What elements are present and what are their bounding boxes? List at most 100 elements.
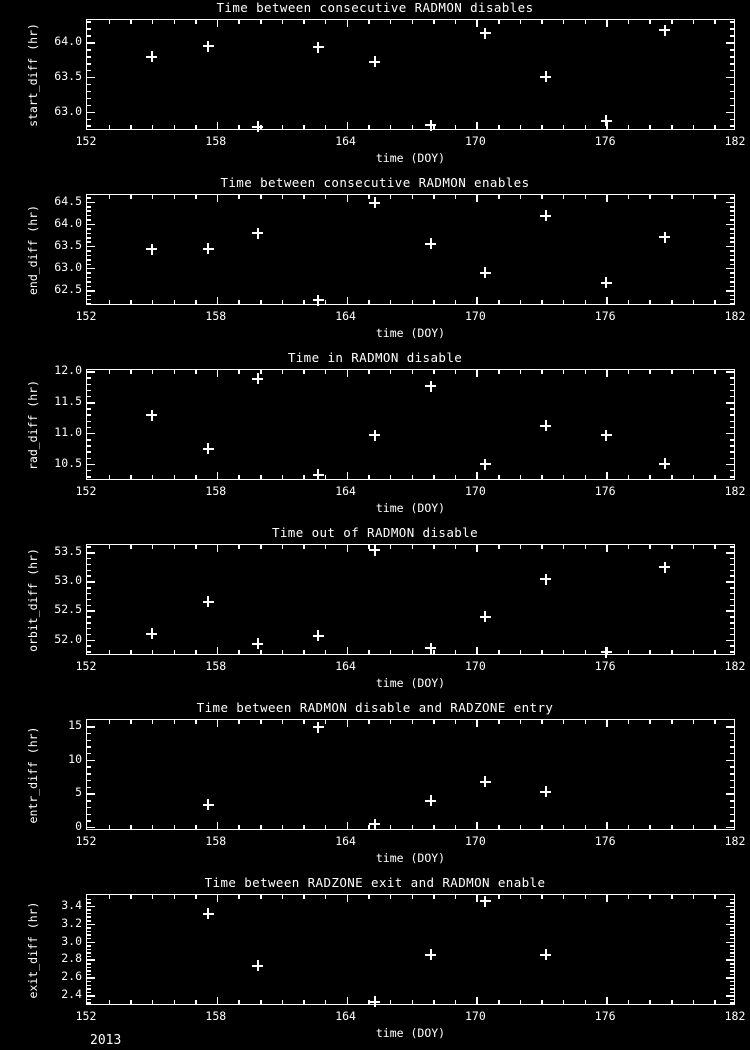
y-tick bbox=[87, 28, 91, 30]
y-tick bbox=[87, 254, 91, 257]
data-point-marker bbox=[479, 458, 491, 470]
x-tick bbox=[606, 370, 608, 377]
x-tick bbox=[519, 20, 522, 24]
x-tick-label: 170 bbox=[465, 309, 486, 323]
y-tick bbox=[730, 645, 734, 647]
y-tick bbox=[87, 598, 91, 601]
y-tick bbox=[87, 104, 91, 107]
data-point-marker bbox=[540, 71, 552, 83]
x-tick bbox=[519, 825, 522, 829]
x-tick bbox=[476, 122, 478, 129]
y-tick bbox=[87, 402, 95, 404]
y-tick bbox=[730, 963, 734, 965]
plot-area bbox=[86, 369, 735, 481]
x-tick bbox=[411, 195, 413, 199]
x-tick bbox=[433, 720, 435, 724]
x-tick bbox=[151, 1000, 154, 1004]
x-tick bbox=[346, 297, 349, 304]
y-tick bbox=[726, 826, 734, 829]
y-tick bbox=[87, 627, 91, 630]
x-tick bbox=[411, 370, 413, 374]
x-tick bbox=[433, 125, 435, 129]
y-tick bbox=[87, 214, 91, 217]
x-tick bbox=[108, 20, 111, 24]
x-tick bbox=[346, 545, 349, 552]
y-tick bbox=[87, 610, 95, 612]
x-tick bbox=[692, 545, 695, 549]
x-tick bbox=[649, 545, 651, 549]
x-tick bbox=[541, 125, 543, 129]
y-tick bbox=[730, 420, 734, 423]
y-tick bbox=[730, 389, 734, 392]
x-tick bbox=[238, 125, 240, 129]
data-point-marker bbox=[252, 638, 264, 650]
y-tick-label: 63.0 bbox=[54, 103, 82, 118]
y-tick bbox=[730, 988, 734, 990]
x-tick bbox=[108, 475, 111, 479]
x-tick bbox=[195, 475, 197, 479]
x-tick bbox=[151, 895, 154, 899]
x-tick bbox=[498, 895, 500, 899]
y-tick bbox=[87, 909, 91, 911]
y-tick-label: 52.5 bbox=[54, 602, 82, 617]
x-tick-label: 152 bbox=[75, 1009, 97, 1023]
y-tick bbox=[87, 905, 95, 908]
x-tick bbox=[151, 545, 154, 549]
x-tick bbox=[476, 997, 478, 1004]
x-tick bbox=[195, 370, 197, 374]
x-tick-label: 164 bbox=[335, 309, 356, 323]
y-tick bbox=[87, 980, 91, 983]
x-tick bbox=[714, 475, 716, 479]
y-tick bbox=[730, 97, 734, 100]
x-tick bbox=[389, 475, 392, 479]
x-tick bbox=[173, 370, 176, 374]
y-tick bbox=[87, 779, 91, 782]
x-tick bbox=[671, 650, 673, 654]
y-tick bbox=[87, 276, 91, 279]
x-tick-label: 170 bbox=[465, 1009, 486, 1023]
x-tick bbox=[303, 545, 305, 549]
y-tick-label: 53.5 bbox=[54, 544, 82, 558]
x-tick bbox=[541, 20, 543, 24]
y-tick bbox=[730, 966, 734, 969]
data-point-marker bbox=[146, 51, 158, 63]
x-tick bbox=[649, 195, 651, 199]
x-tick bbox=[368, 20, 370, 24]
y-tick bbox=[87, 281, 91, 283]
x-tick bbox=[606, 720, 608, 727]
data-point-marker bbox=[312, 294, 324, 306]
x-tick bbox=[671, 475, 673, 479]
x-tick bbox=[346, 895, 349, 902]
y-tick-label: 10.5 bbox=[54, 455, 82, 470]
x-tick bbox=[498, 475, 500, 479]
x-tick bbox=[173, 195, 176, 199]
x-tick bbox=[692, 300, 695, 304]
x-tick bbox=[692, 125, 695, 129]
x-tick bbox=[238, 895, 240, 899]
y-tick bbox=[87, 408, 91, 410]
x-tick-label: 164 bbox=[335, 134, 356, 148]
x-tick bbox=[281, 895, 284, 899]
plot-panel-5: Time between RADMON disable and RADZONE … bbox=[0, 700, 750, 875]
y-tick bbox=[87, 290, 95, 292]
x-tick bbox=[389, 825, 392, 829]
y-tick bbox=[87, 984, 91, 987]
y-tick bbox=[730, 232, 734, 235]
x-tick bbox=[216, 297, 219, 304]
x-tick bbox=[151, 370, 154, 374]
data-point-marker bbox=[425, 949, 437, 961]
data-point-marker bbox=[146, 409, 158, 421]
x-tick bbox=[627, 370, 630, 374]
x-tick bbox=[173, 650, 176, 654]
y-tick bbox=[87, 267, 95, 270]
y-tick bbox=[87, 966, 91, 969]
y-tick bbox=[87, 303, 91, 305]
y-tick bbox=[87, 934, 91, 936]
x-tick bbox=[303, 720, 305, 724]
data-point-marker bbox=[600, 429, 612, 441]
y-tick bbox=[726, 923, 734, 926]
y-tick bbox=[730, 298, 734, 301]
y-tick bbox=[87, 948, 91, 951]
y-tick-label: 12.0 bbox=[54, 363, 82, 378]
x-tick bbox=[151, 125, 154, 129]
